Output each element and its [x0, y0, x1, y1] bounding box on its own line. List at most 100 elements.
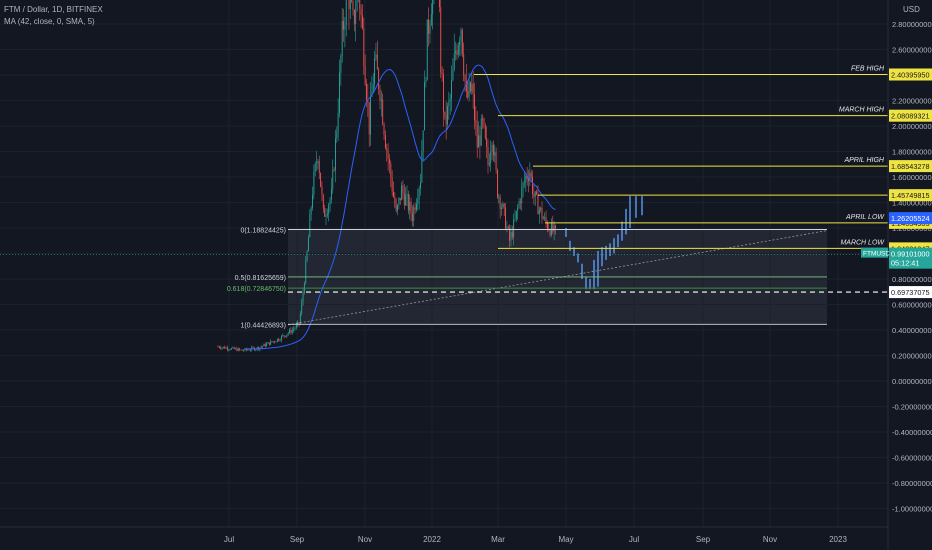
candle-body: [235, 348, 236, 350]
candle-body: [374, 58, 376, 84]
candle-body: [345, 0, 347, 26]
candle-body: [295, 324, 297, 328]
candle-body: [502, 203, 504, 208]
y-tick-label: 1.60000000: [892, 173, 932, 182]
candle-body: [249, 349, 251, 351]
candle-body: [389, 158, 390, 164]
fib-label: 0.618(0.72846750): [227, 286, 286, 293]
y-tick-label: 1.40000000: [892, 199, 932, 208]
level-tag-bg: [889, 160, 932, 173]
candle-body: [456, 50, 458, 55]
candle-body: [394, 196, 396, 206]
y-tick-label: -1.00000000: [892, 505, 932, 514]
candle-body: [390, 163, 392, 178]
candle-body: [262, 346, 263, 347]
candle-body: [418, 188, 420, 200]
candle-body: [459, 42, 461, 46]
candle-body: [379, 89, 381, 101]
time-axis[interactable]: Jul Sep Nov 2022 Mar May Jul Sep Nov 2023: [224, 535, 848, 544]
candle-body: [356, 0, 358, 11]
candle-body: [276, 339, 278, 342]
y-tick-label: 0.80000000: [892, 275, 932, 284]
candle-body: [403, 192, 405, 206]
candle-body: [411, 213, 413, 221]
candle-body: [549, 230, 551, 236]
candle-body: [468, 82, 470, 98]
candle-body: [528, 179, 529, 182]
candle-body: [362, 15, 363, 28]
level-tag: 2.40395950: [891, 70, 930, 79]
candle-body: [224, 346, 226, 349]
ma-tag-bg: [889, 212, 932, 225]
candle-body: [409, 201, 411, 211]
candle-body: [505, 207, 506, 229]
candle-body: [243, 350, 245, 352]
candle-body: [530, 172, 532, 177]
candle-body: [325, 215, 327, 217]
candle-body: [341, 20, 343, 57]
y-tick-label: 0.60000000: [892, 301, 932, 310]
candle-body: [330, 188, 332, 200]
candle-body: [511, 232, 513, 238]
candle-body: [444, 111, 446, 115]
candle-body: [449, 98, 451, 102]
candle-body: [231, 348, 232, 350]
candle-body: [540, 207, 542, 210]
candle-body: [542, 218, 544, 220]
candle-body: [291, 330, 293, 333]
candle-body: [255, 349, 257, 351]
candle-body: [484, 125, 486, 139]
x-tick-label: Sep: [696, 535, 711, 544]
last-price-tag: 0.99101000: [891, 250, 930, 259]
candle-body: [317, 161, 319, 163]
candle-body: [229, 349, 231, 351]
candle-body: [475, 120, 477, 125]
candle-body: [375, 54, 377, 59]
last-price-tag-bg: [889, 247, 932, 269]
y-tick-label: 2.80000000: [892, 20, 932, 29]
x-tick-label: 2023: [829, 535, 847, 544]
candle-body: [506, 226, 508, 229]
candle-body: [314, 163, 316, 173]
candle-body: [247, 349, 249, 351]
candle-body: [478, 135, 479, 148]
candle-body: [378, 69, 380, 90]
price-axis[interactable]: 2.800000002.600000002.400000002.20000000…: [892, 20, 932, 514]
candle-body: [240, 349, 242, 351]
grid: [0, 0, 888, 527]
candle-body: [398, 197, 400, 205]
candle-body: [353, 10, 355, 24]
candle-body: [460, 29, 462, 43]
candle-body: [495, 152, 497, 170]
candle-body: [420, 182, 421, 189]
candle-body: [463, 54, 465, 76]
candle-body: [383, 124, 385, 136]
x-tick-label: 2022: [423, 535, 441, 544]
candle-body: [472, 83, 474, 95]
candle-body: [244, 348, 246, 351]
candle-body: [470, 82, 471, 92]
candle-body: [471, 83, 473, 92]
candle-body: [521, 187, 523, 203]
candle-body: [393, 191, 394, 197]
candle-body: [397, 204, 398, 211]
candle-body: [228, 349, 230, 351]
candle-body: [359, 0, 361, 9]
candle-body: [545, 217, 547, 223]
candle-body: [498, 196, 500, 198]
candle-body: [401, 185, 403, 201]
y-tick-label: -0.80000000: [892, 479, 932, 488]
candle-body: [370, 96, 371, 135]
indicator-legend[interactable]: MA (42, close, 0, SMA, 5): [4, 17, 95, 26]
candle-body: [278, 339, 280, 341]
candle-body: [488, 162, 490, 165]
x-tick-label: Mar: [491, 535, 505, 544]
candle-body: [440, 7, 442, 73]
candle-body: [333, 169, 335, 171]
candle-body: [239, 348, 241, 350]
symbol-title[interactable]: FTM / Dollar, 1D, BITFINEX: [4, 5, 103, 14]
candle-body: [339, 72, 340, 114]
candle-body: [483, 118, 485, 126]
candle-body: [441, 72, 443, 75]
